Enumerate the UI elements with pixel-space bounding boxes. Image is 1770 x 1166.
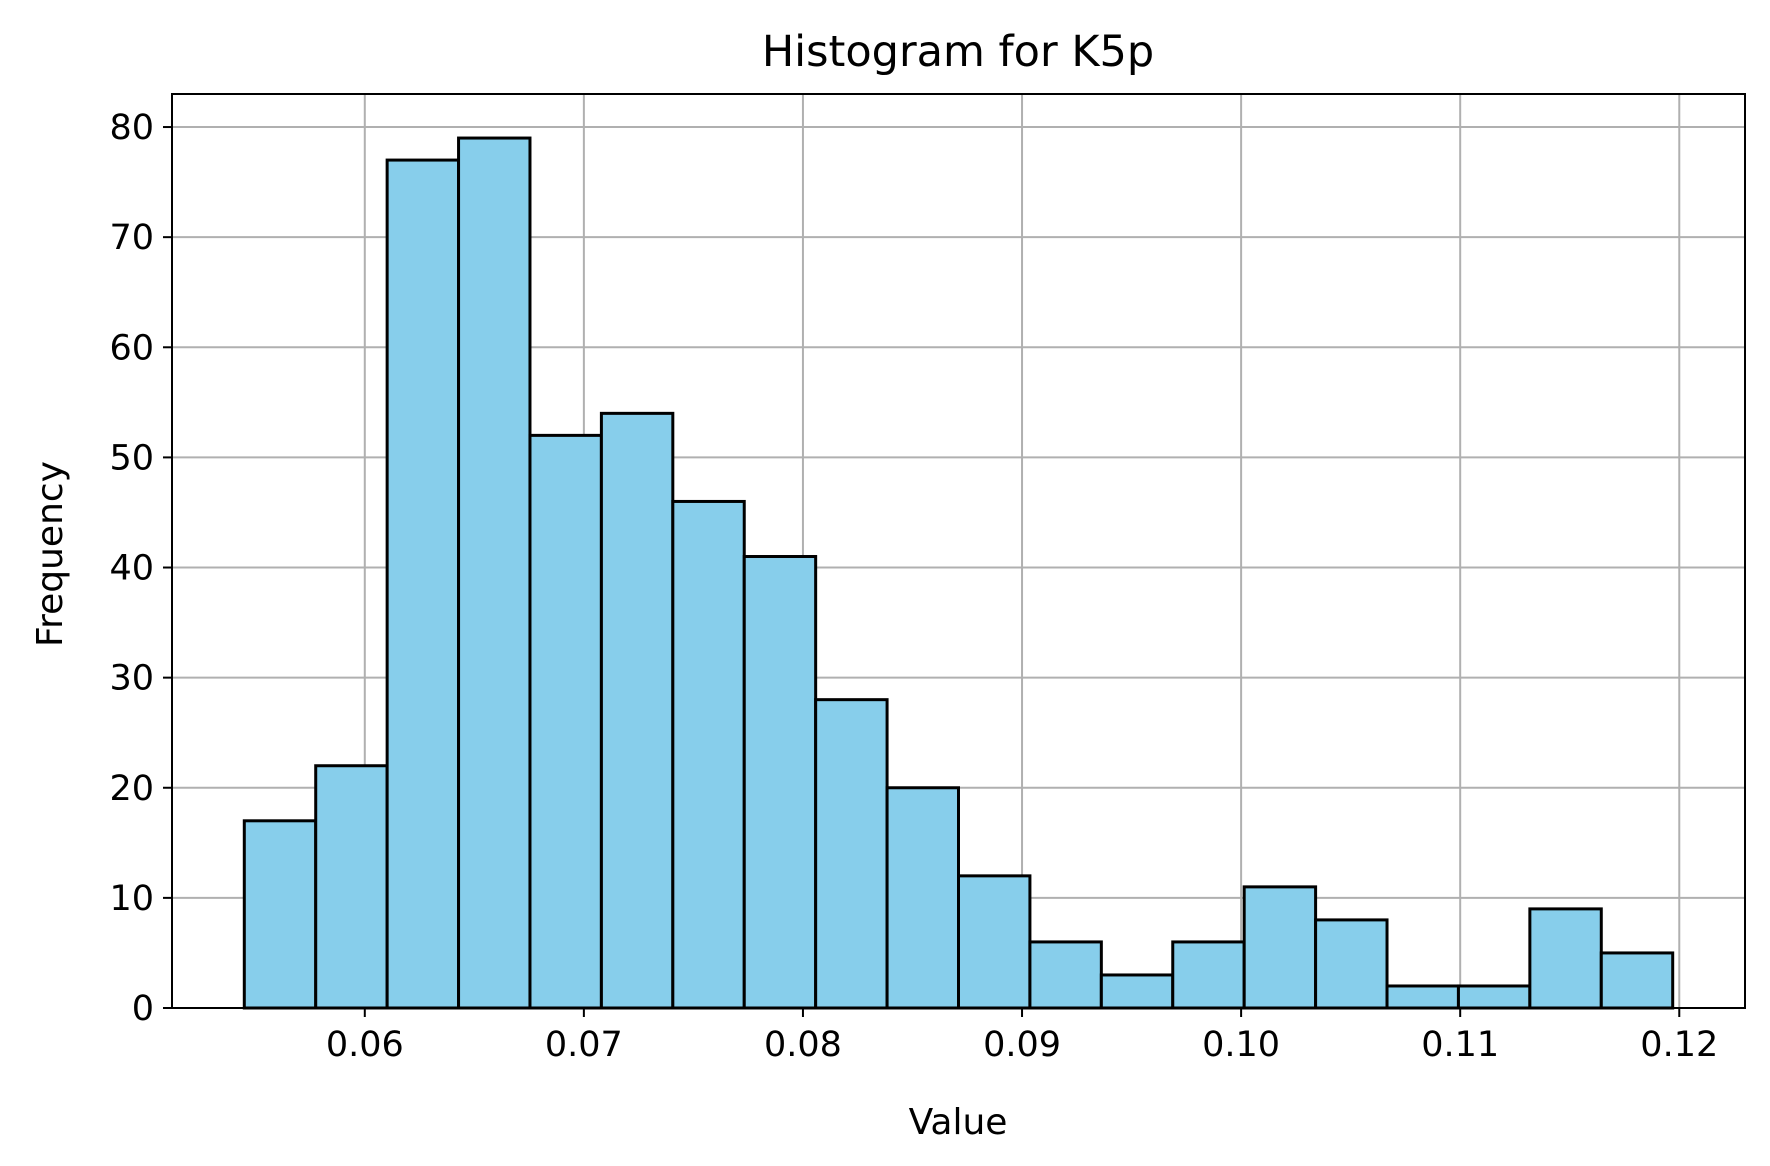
- y-tick-label: 50: [109, 438, 154, 478]
- y-tick-label: 60: [109, 328, 154, 368]
- histogram-bar: [242, 819, 318, 1010]
- y-axis-ticks: 0 10 20 30 40 50 60 70 80: [109, 108, 172, 1029]
- histogram-bar: [314, 764, 389, 1010]
- histogram-bar: [1171, 940, 1246, 1010]
- x-tick-label: 0.07: [545, 1025, 623, 1065]
- histogram-bars: [242, 136, 1675, 1010]
- x-axis-label: Value: [909, 1102, 1008, 1143]
- histogram-bar: [1314, 918, 1389, 1010]
- y-tick-label: 10: [109, 879, 154, 919]
- y-tick-label: 80: [109, 108, 154, 148]
- x-tick-label: 0.11: [1421, 1025, 1499, 1065]
- y-tick-label: 0: [132, 989, 154, 1029]
- x-tick-label: 0.10: [1202, 1025, 1280, 1065]
- histogram-bar: [957, 874, 1032, 1010]
- y-axis-label: Frequency: [30, 461, 71, 647]
- histogram-bar: [1528, 907, 1603, 1010]
- y-tick-label: 20: [109, 769, 154, 809]
- histogram-bar: [385, 158, 461, 1010]
- histogram-bar: [1099, 973, 1175, 1010]
- histogram-bar: [742, 555, 818, 1010]
- y-tick-label: 40: [109, 549, 154, 589]
- histogram-bar: [599, 411, 675, 1010]
- histogram-bar: [528, 433, 603, 1010]
- chart-title: Histogram for K5p: [762, 27, 1154, 77]
- histogram-bar: [1456, 984, 1532, 1010]
- x-axis-ticks: 0.06 0.07 0.08 0.09 0.10 0.11 0.12: [326, 1008, 1718, 1065]
- x-tick-label: 0.08: [764, 1025, 842, 1065]
- y-tick-label: 70: [109, 218, 154, 258]
- histogram-bar: [1599, 951, 1675, 1010]
- histogram-bar: [457, 136, 532, 1010]
- histogram-bar: [1242, 885, 1318, 1010]
- histogram-bar: [1028, 940, 1103, 1010]
- histogram-bar: [671, 499, 746, 1010]
- histogram-bar: [814, 698, 889, 1010]
- x-tick-label: 0.06: [326, 1025, 404, 1065]
- histogram-bar: [1385, 984, 1460, 1010]
- plot-frame: [171, 93, 1746, 1009]
- histogram-bar: [885, 786, 960, 1010]
- y-tick-label: 30: [109, 659, 154, 699]
- x-tick-label: 0.09: [983, 1025, 1061, 1065]
- x-tick-label: 0.12: [1640, 1025, 1718, 1065]
